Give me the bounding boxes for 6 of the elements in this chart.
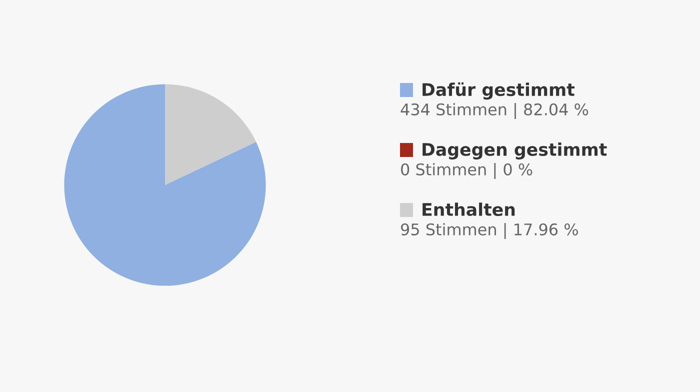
legend-label: Enthalten	[422, 202, 515, 216]
legend-label: Dagegen gestimmt	[422, 142, 607, 160]
legend-label: Dafür gestimmt	[422, 82, 575, 100]
data-label: 95 Stimmen | 17.96 %	[401, 223, 578, 239]
data-label: 434 Stimmen | 82.04 %	[400, 103, 588, 119]
text: 0 Stimmen | 0 %	[401, 163, 532, 179]
